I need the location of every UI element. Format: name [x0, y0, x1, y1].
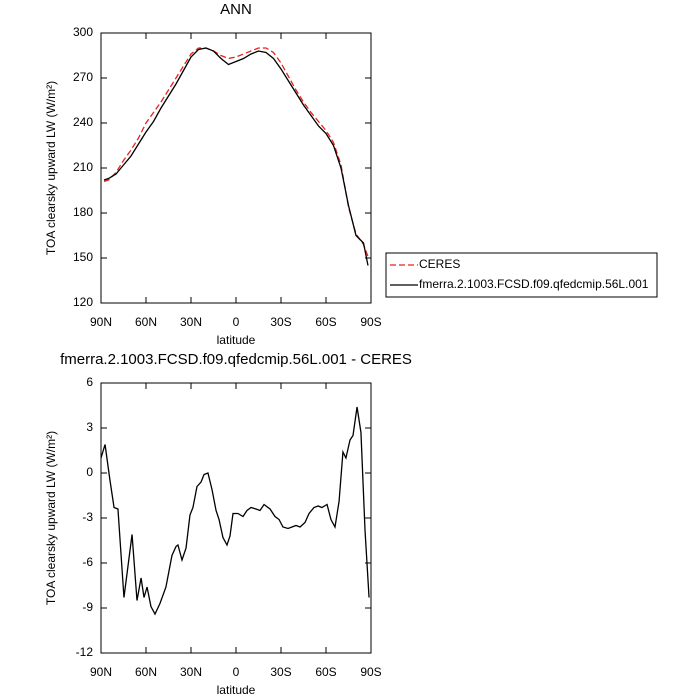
x-tick-label: 0: [233, 315, 240, 329]
plot-frame: [100, 32, 372, 304]
legend-box: [385, 252, 658, 298]
y-tick-label: -6: [82, 555, 93, 569]
x-tick-label: 30S: [270, 315, 291, 329]
x-tick-label: 60N: [135, 315, 157, 329]
legend-label: fmerra.2.1003.FCSD.f09.qfedcmip.56L.001: [419, 277, 649, 291]
y-tick-label: 0: [86, 465, 93, 479]
y-tick-label: 270: [73, 70, 93, 84]
y-tick-label: -9: [82, 600, 93, 614]
x-tick-label: 60S: [315, 315, 336, 329]
y-tick-label: 180: [73, 205, 93, 219]
y-axis-label: TOA clearsky upward LW (W/m²): [44, 81, 58, 255]
x-tick-label: 30N: [180, 315, 202, 329]
x-tick-label: 30N: [180, 665, 202, 679]
y-axis-label: TOA clearsky upward LW (W/m²): [44, 431, 58, 605]
x-axis-label: latitude: [217, 683, 256, 697]
data-line: [103, 47, 369, 257]
x-tick-label: 90N: [90, 315, 112, 329]
y-tick-label: 120: [73, 295, 93, 309]
plot-frame: [100, 382, 372, 654]
x-axis-label: latitude: [217, 333, 256, 347]
y-tick-label: -3: [82, 510, 93, 524]
x-tick-label: 60N: [135, 665, 157, 679]
x-tick-label: 90S: [360, 665, 381, 679]
chart-title: ANN: [220, 1, 252, 18]
data-line: [100, 406, 370, 616]
x-tick-label: 60S: [315, 665, 336, 679]
chart-title: fmerra.2.1003.FCSD.f09.qfedcmip.56L.001 …: [60, 351, 412, 368]
x-tick-label: 30S: [270, 665, 291, 679]
data-line: [103, 47, 369, 266]
y-tick-label: 150: [73, 250, 93, 264]
y-tick-label: 6: [86, 375, 93, 389]
y-tick-label: 3: [86, 420, 93, 434]
y-tick-label: 300: [73, 25, 93, 39]
y-tick-label: 240: [73, 115, 93, 129]
x-tick-label: 90S: [360, 315, 381, 329]
y-tick-label: -12: [76, 645, 94, 659]
x-tick-label: 0: [233, 665, 240, 679]
x-tick-label: 90N: [90, 665, 112, 679]
legend-label: CERES: [419, 257, 460, 271]
y-tick-label: 210: [73, 160, 93, 174]
